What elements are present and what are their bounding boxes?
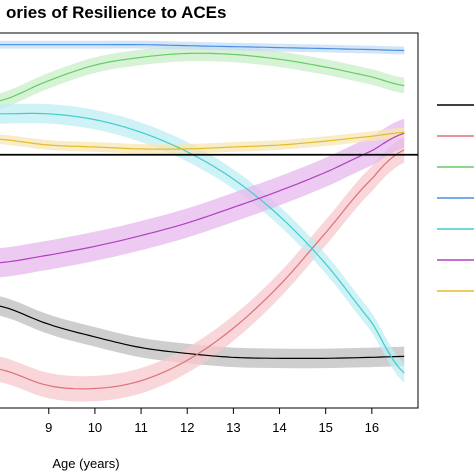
confidence-band-2	[0, 137, 405, 402]
x-tick-label: 15	[318, 420, 332, 435]
x-tick-label: 9	[45, 420, 52, 435]
plot-frame	[0, 32, 419, 409]
confidence-band-1	[0, 296, 405, 369]
x-axis-ticks: 9 10 11 12 13 14 15 16	[45, 408, 379, 435]
confidence-band-3	[0, 45, 405, 109]
series-line-6	[0, 132, 405, 264]
chart-title: ories of Resilience to ACEs	[6, 3, 226, 22]
series-line-4	[0, 43, 405, 52]
x-axis-label: Age (years)	[52, 456, 119, 471]
legend	[437, 104, 474, 292]
confidence-band-6	[0, 118, 405, 278]
series-line-3	[0, 52, 405, 102]
x-tick-label: 13	[226, 420, 240, 435]
series-line-2	[0, 149, 405, 390]
x-tick-label: 14	[272, 420, 286, 435]
x-tick-label: 10	[88, 420, 102, 435]
plot-border	[0, 32, 419, 409]
confidence-bands	[0, 40, 405, 402]
series-lines	[0, 43, 405, 390]
series-line-1	[0, 305, 405, 359]
x-tick-label: 11	[134, 420, 148, 435]
x-tick-label: 16	[365, 420, 379, 435]
series-line-7	[0, 131, 405, 150]
x-tick-label: 12	[180, 420, 194, 435]
series-line-5	[0, 112, 405, 374]
